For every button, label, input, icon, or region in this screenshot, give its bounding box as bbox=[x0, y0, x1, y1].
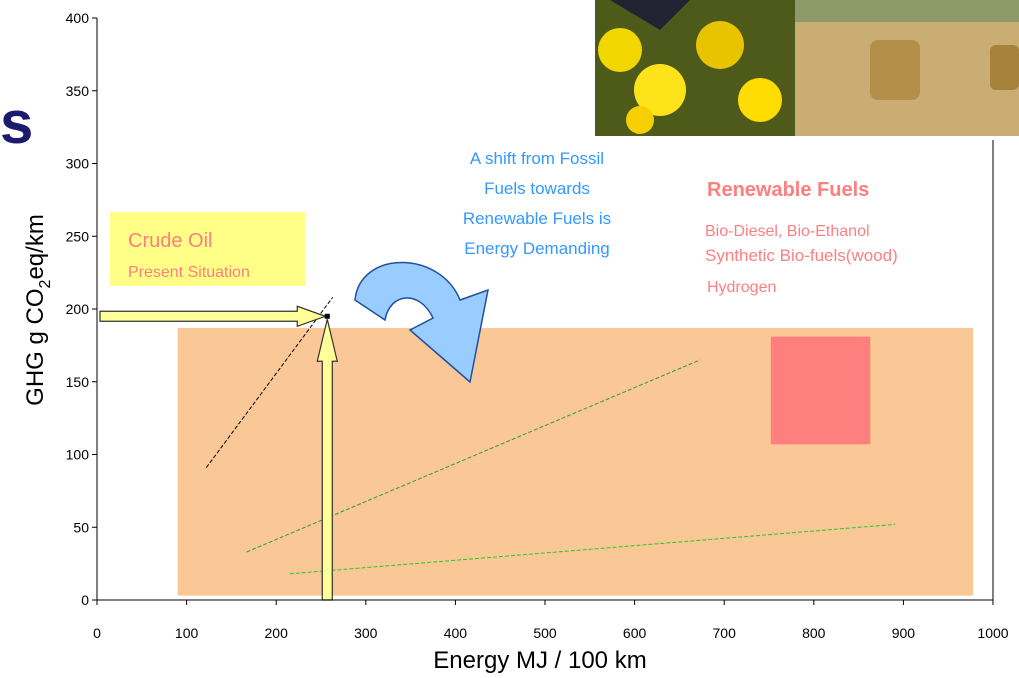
y-tick-label: 250 bbox=[66, 228, 90, 244]
y-tick-label: 0 bbox=[81, 592, 89, 608]
annotation: Crude Oil bbox=[128, 230, 212, 252]
x-tick-label: 300 bbox=[354, 625, 378, 641]
x-tick-label: 100 bbox=[175, 625, 199, 641]
pointer-arrow bbox=[100, 306, 325, 326]
page: {"title": "s", "chart_data": { "type": "… bbox=[0, 0, 1019, 678]
x-tick-label: 0 bbox=[93, 625, 101, 641]
y-tick-label: 400 bbox=[66, 10, 90, 26]
flower bbox=[598, 28, 642, 72]
flower bbox=[626, 106, 654, 134]
regions bbox=[178, 328, 974, 596]
slide-title: s bbox=[0, 89, 33, 156]
x-tick-label: 500 bbox=[533, 625, 557, 641]
photo bbox=[595, 0, 1019, 136]
x-tick-label: 200 bbox=[265, 625, 289, 641]
annotation: Synthetic Bio-fuels(wood) bbox=[705, 246, 898, 265]
y-tick-label: 200 bbox=[66, 301, 90, 317]
flower bbox=[696, 21, 744, 69]
x-tick-label: 400 bbox=[444, 625, 468, 641]
point bbox=[325, 314, 330, 319]
annotation: A shift from Fossil bbox=[470, 149, 604, 168]
annotation: Fuels towards bbox=[484, 179, 590, 198]
annotation: Bio-Diesel, Bio-Ethanol bbox=[705, 223, 870, 240]
y-tick-label: 50 bbox=[73, 519, 89, 535]
y-label-part: GHG g CO bbox=[22, 288, 49, 405]
x-tick-label: 700 bbox=[713, 625, 737, 641]
annotation: Hydrogen bbox=[707, 279, 776, 296]
annotation: Renewable Fuels bbox=[707, 179, 869, 201]
shift-annotation: A shift from Fossil Fuels towards Renewa… bbox=[463, 149, 611, 258]
x-tick-label: 900 bbox=[892, 625, 916, 641]
points bbox=[325, 314, 330, 319]
bale bbox=[870, 40, 920, 100]
y-tick-label: 350 bbox=[66, 83, 90, 99]
chart: 0 50 100 150 200 250 300 350 400 0 100 200 300 400 500… bbox=[0, 0, 1019, 678]
x-tick-label: 600 bbox=[623, 625, 647, 641]
y-tick-label: 150 bbox=[66, 374, 90, 390]
y-tick-label: 100 bbox=[66, 447, 90, 463]
field-horizon bbox=[795, 0, 1019, 22]
y-label-part: eq/km bbox=[22, 214, 49, 279]
x-tick-label: 800 bbox=[802, 625, 826, 641]
annotation: Energy Demanding bbox=[464, 239, 610, 258]
region bbox=[771, 337, 870, 445]
y-tick-label: 300 bbox=[66, 156, 90, 172]
flower bbox=[738, 78, 782, 122]
y-axis-label: GHG g CO2eq/km bbox=[22, 214, 54, 406]
x-tick-label: 1000 bbox=[977, 625, 1008, 641]
annotation: Present Situation bbox=[128, 264, 250, 281]
x-axis-label: Energy MJ / 100 km bbox=[433, 647, 646, 674]
y-label-subscript: 2 bbox=[37, 279, 54, 288]
bale bbox=[990, 45, 1019, 90]
annotation: Renewable Fuels is bbox=[463, 209, 611, 228]
